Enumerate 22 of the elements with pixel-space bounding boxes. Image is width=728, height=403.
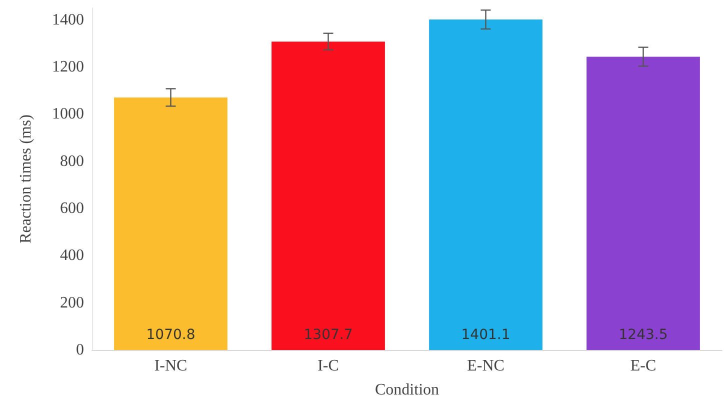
data-label: 1070.8: [146, 327, 196, 343]
data-label: 1401.1: [461, 327, 510, 343]
bar: [114, 97, 228, 350]
x-axis-title: Condition: [374, 382, 440, 398]
x-tick-label: I-NC: [154, 358, 188, 374]
y-axis-title: Reaction times (ms): [18, 114, 34, 244]
bar: [429, 20, 542, 350]
data-label: 1307.7: [304, 327, 353, 343]
x-tick-label: E-NC: [467, 358, 504, 374]
x-tick-label: I-C: [318, 358, 339, 374]
y-tick-label: 200: [60, 294, 84, 312]
y-tick-label: 1200: [52, 58, 84, 76]
y-tick-label: 1000: [52, 106, 84, 123]
y-tick-label: 0: [76, 342, 84, 358]
y-tick-label: 600: [60, 200, 84, 217]
x-tick-label: E-C: [630, 358, 656, 374]
y-tick-label: 400: [60, 247, 84, 264]
bar: [272, 42, 385, 350]
y-tick-label: 1400: [52, 11, 84, 28]
bar: [586, 56, 700, 350]
data-label: 1243.5: [618, 327, 668, 343]
y-tick-label: 800: [60, 152, 84, 170]
